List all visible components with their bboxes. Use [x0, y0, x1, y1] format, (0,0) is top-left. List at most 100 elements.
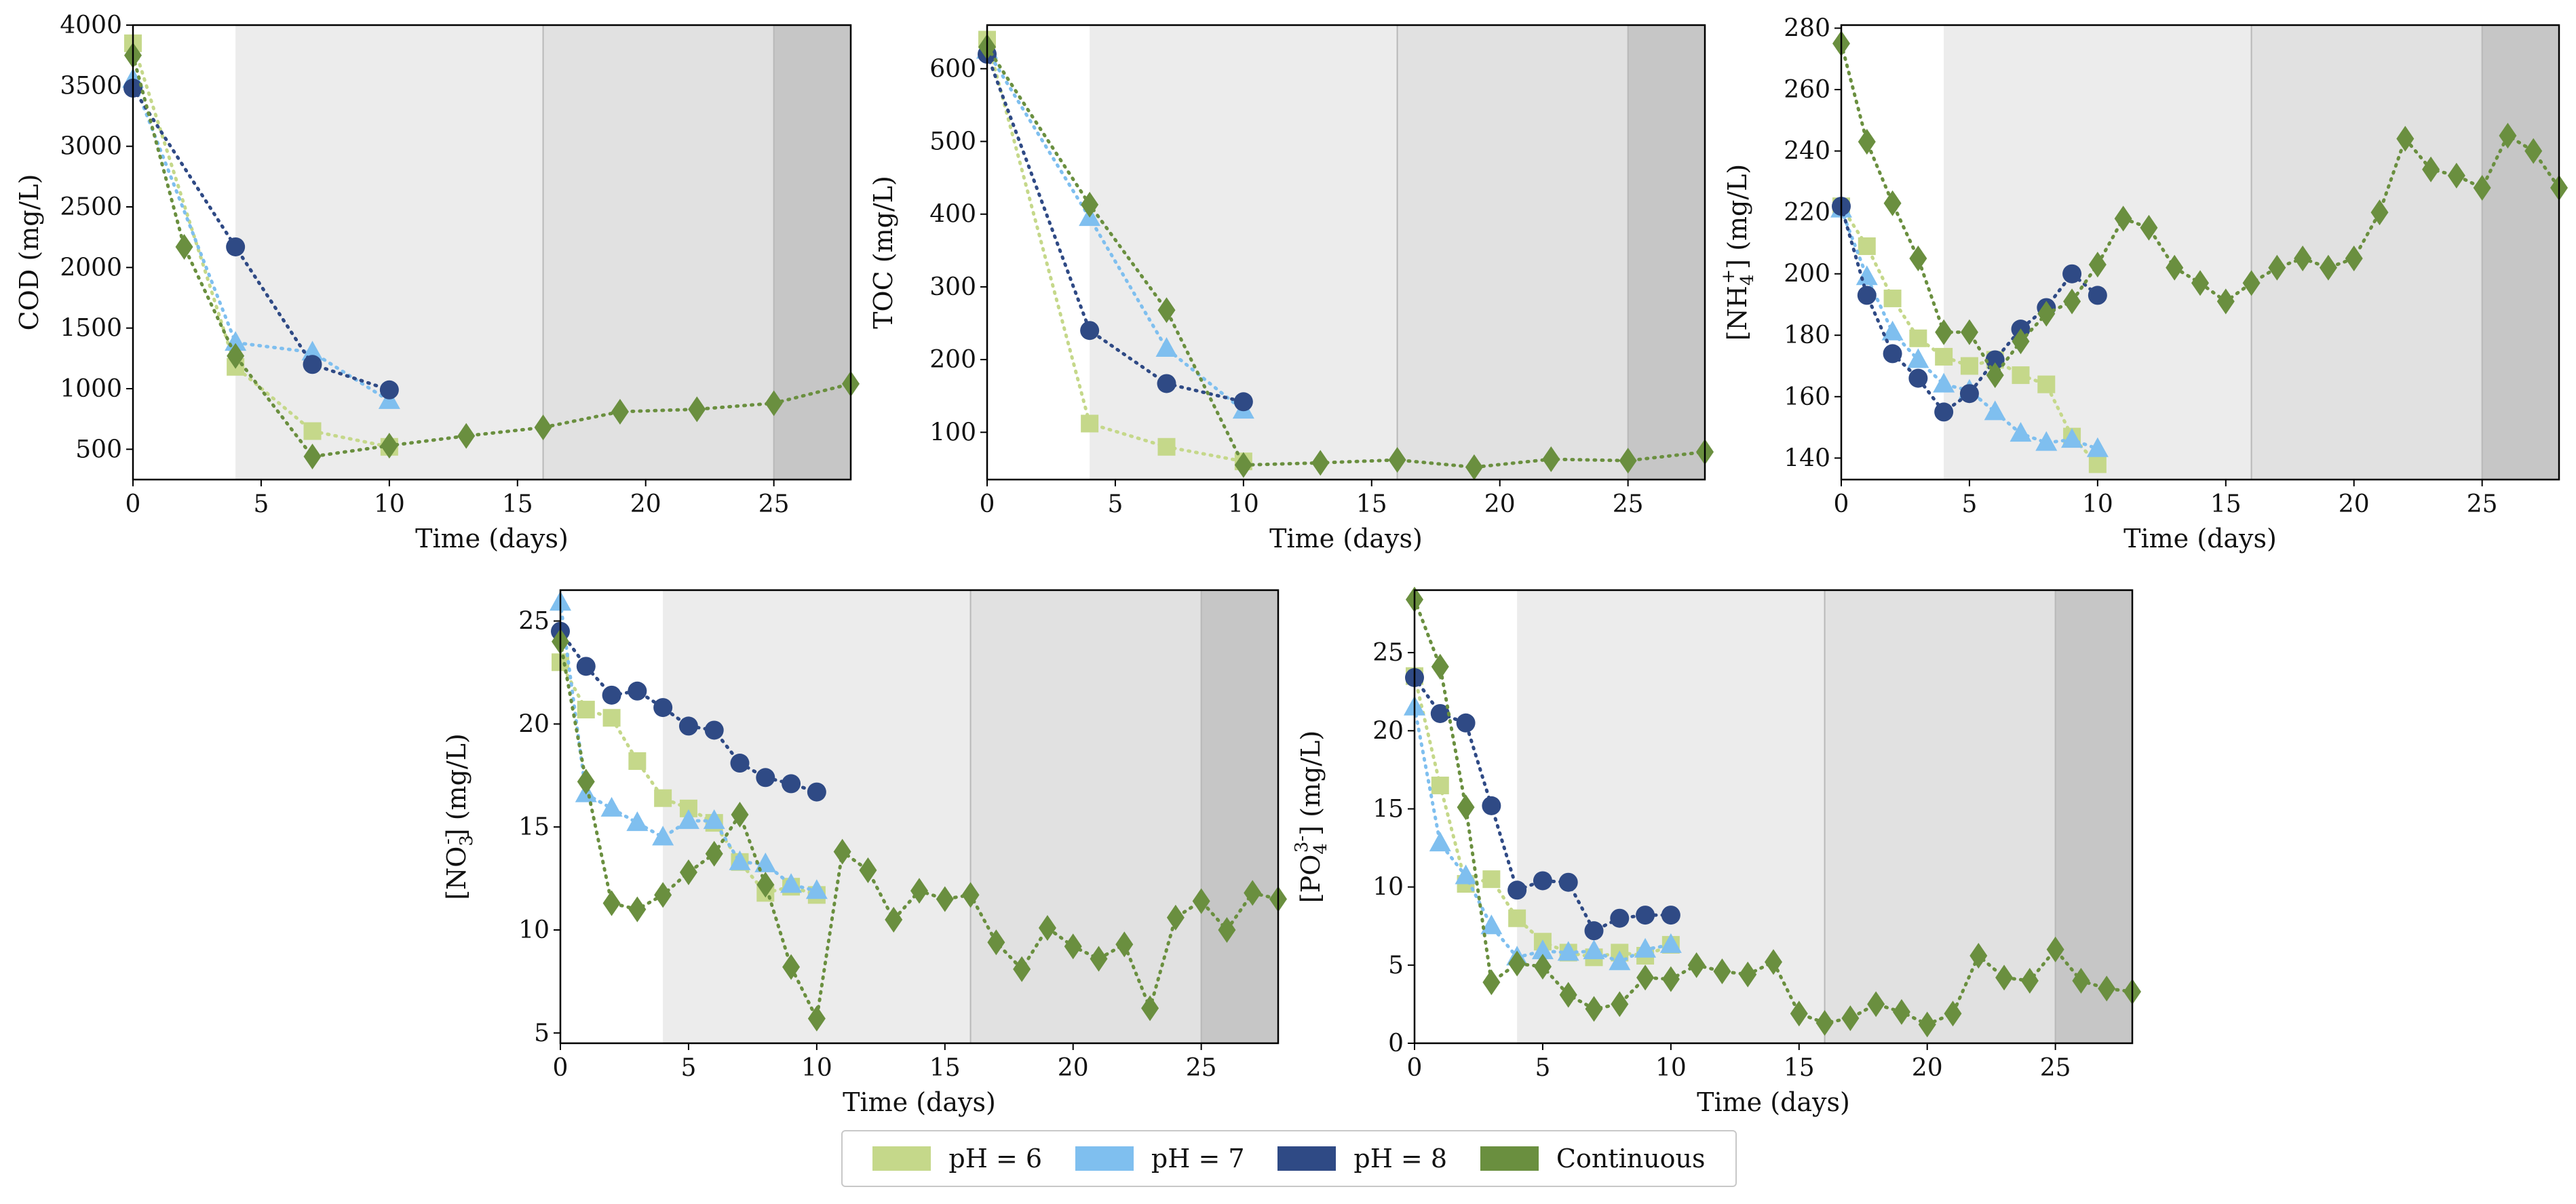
data-point-continuous	[654, 882, 672, 908]
y-tick-label: 300	[929, 273, 976, 301]
data-point-ph6	[1081, 414, 1099, 433]
legend-swatch-ph7	[1075, 1146, 1134, 1171]
legend-item-ph7: pH = 7	[1075, 1144, 1245, 1173]
data-point-continuous	[1311, 450, 1330, 476]
data-point-continuous	[2447, 162, 2465, 189]
data-point-continuous	[936, 886, 954, 912]
y-tick-label: 2500	[60, 193, 122, 221]
data-point-ph6	[1858, 237, 1876, 255]
data-point-continuous	[175, 233, 193, 260]
data-point-ph8	[1430, 703, 1450, 723]
data-point-continuous	[1611, 991, 1629, 1017]
data-point-continuous	[1661, 966, 1680, 992]
data-point-ph8	[730, 754, 750, 773]
data-point-ph8	[1661, 906, 1680, 925]
y-tick-label: 180	[1784, 322, 1830, 349]
data-point-continuous	[2020, 967, 2039, 994]
data-point-ph8	[1610, 908, 1630, 928]
data-point-continuous	[1090, 946, 1108, 972]
data-point-ph6	[303, 422, 322, 440]
data-point-ph7	[1984, 400, 2006, 421]
x-axis-label: Time (days)	[415, 524, 569, 554]
data-point-continuous	[1918, 1011, 1936, 1038]
data-point-ph7	[1856, 265, 1878, 286]
data-point-continuous	[1141, 995, 1159, 1022]
data-point-ph7	[1557, 941, 1579, 961]
x-axis-label: Time (days)	[1697, 1087, 1850, 1117]
y-tick-label: 20	[518, 710, 550, 738]
y-tick-label: 200	[929, 346, 976, 374]
data-point-ph6	[1935, 347, 1953, 366]
data-point-ph8	[1080, 321, 1100, 341]
data-point-continuous	[910, 878, 928, 904]
data-point-continuous	[2473, 174, 2491, 201]
data-point-continuous	[2216, 288, 2235, 315]
legend-item-continuous: Continuous	[1480, 1144, 1706, 1173]
x-tick-label: 5	[1107, 490, 1123, 518]
x-tick-label: 10	[2082, 490, 2113, 518]
plot-frame	[1413, 589, 2134, 1045]
data-point-ph6	[1157, 438, 1176, 456]
data-point-continuous	[765, 390, 783, 416]
x-tick-label: 25	[2467, 490, 2498, 518]
data-point-continuous	[782, 954, 801, 980]
data-point-continuous	[679, 859, 697, 885]
data-point-continuous	[1858, 129, 1876, 155]
data-point-ph6	[2037, 375, 2056, 393]
data-point-ph8	[602, 685, 621, 705]
shaded-region	[1201, 590, 1278, 1043]
shaded-region	[2251, 25, 2482, 480]
data-point-ph8	[303, 355, 322, 374]
y-axis-label: TOC (mg/L)	[868, 176, 898, 329]
data-point-ph7	[2035, 431, 2058, 451]
x-axis-label: Time (days)	[843, 1087, 996, 1117]
data-point-ph7	[301, 341, 324, 361]
data-point-continuous	[2345, 246, 2363, 272]
data-point-continuous	[1636, 965, 1655, 991]
legend-label-continuous: Continuous	[1556, 1144, 1706, 1173]
x-tick-label: 5	[1535, 1054, 1550, 1082]
data-point-continuous	[2319, 254, 2337, 281]
data-point-ph7	[729, 850, 751, 870]
x-tick-label: 5	[253, 490, 269, 518]
data-point-ph8	[1584, 921, 1604, 941]
data-point-ph8	[1857, 286, 1877, 305]
legend-label-ph8: pH = 8	[1353, 1144, 1448, 1173]
legend-item-ph8: pH = 8	[1277, 1144, 1447, 1173]
x-tick-label: 0	[1834, 490, 1849, 518]
data-point-ph8	[628, 681, 647, 701]
x-tick-label: 15	[929, 1054, 961, 1082]
data-point-ph8	[1985, 350, 2005, 370]
x-tick-label: 15	[1784, 1054, 1815, 1082]
data-point-ph6	[628, 752, 647, 771]
y-axis-label: COD (mg/L)	[14, 174, 44, 331]
data-point-ph8	[1959, 384, 1979, 404]
data-point-continuous	[2370, 199, 2389, 226]
series-line-ph7	[1412, 705, 1673, 964]
y-tick-label: 1500	[60, 315, 122, 343]
data-point-continuous	[2422, 156, 2440, 182]
data-point-ph6	[1909, 329, 1927, 347]
data-point-ph7	[1609, 950, 1631, 971]
series-line-ph8	[985, 52, 1246, 404]
data-point-continuous	[1244, 880, 1262, 906]
data-point-ph8	[576, 657, 596, 676]
data-point-ph7	[677, 809, 699, 830]
data-point-ph7	[600, 796, 623, 817]
plot-frame	[132, 24, 852, 481]
data-point-continuous	[2114, 206, 2132, 232]
data-point-ph7	[1634, 937, 1657, 958]
panel-cod: 0 5 10 15 20 25 500 1000 1500 2000 2500 3000 3500 400…	[14, 12, 860, 554]
data-point-continuous	[1687, 952, 1706, 978]
x-tick-label: 10	[1228, 490, 1259, 518]
legend: pH = 6 pH = 7 pH = 8 Continuous	[841, 1130, 1737, 1187]
y-axis-label: [NO3-] (mg/L)	[438, 733, 477, 900]
data-point-ph6	[1883, 289, 1902, 307]
data-point-continuous	[1790, 1001, 1808, 1027]
series-line-ph6	[131, 41, 391, 449]
x-tick-label: 10	[801, 1054, 832, 1082]
x-tick-label: 10	[374, 490, 405, 518]
x-tick-label: 20	[630, 490, 661, 518]
data-point-ph8	[1558, 872, 1578, 892]
